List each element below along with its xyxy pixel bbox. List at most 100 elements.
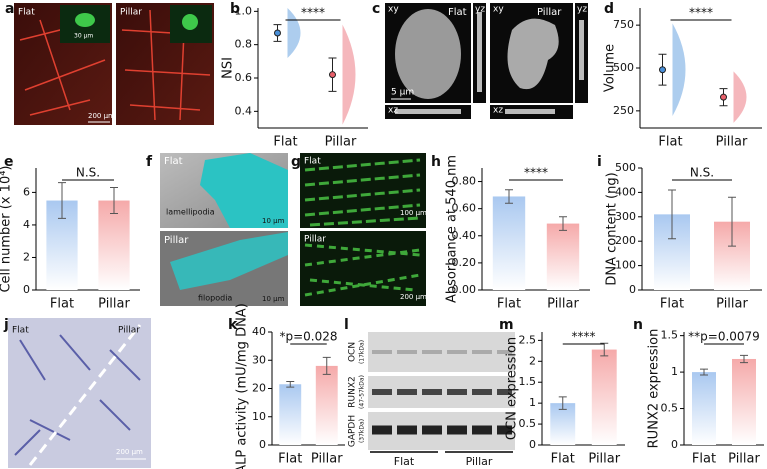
bar: [279, 384, 302, 445]
error-bar: [728, 196, 736, 247]
panel-a: a Flat Pillar 30 µm 200 µm: [5, 1, 214, 125]
y-tick-label: 20: [252, 382, 266, 395]
bar: [492, 196, 526, 290]
x-tick-label: Flat: [658, 135, 682, 150]
panel-label: e: [4, 154, 14, 170]
bar: [591, 349, 617, 445]
significance-label: *p=0.028: [279, 330, 337, 344]
violin: [733, 71, 747, 123]
y-tick-label: 0: [629, 283, 636, 296]
panel-g: g Flat 100 µm Pillar 200 µm: [291, 153, 427, 306]
micrograph: [8, 318, 151, 468]
panel-label: f: [146, 154, 153, 170]
panel-label: d: [604, 1, 614, 17]
error-bar: [740, 354, 748, 364]
nucleus: [579, 20, 584, 80]
nucleus: [395, 9, 461, 99]
panel-c: c xy yz Flat xz 5 µm xy Pillar yz xz: [372, 1, 588, 119]
panel-label: i: [597, 154, 602, 170]
error-bar: [559, 216, 567, 231]
x-tick-label: Pillar: [98, 297, 130, 312]
violin: [672, 23, 686, 116]
error-bar: [58, 182, 66, 219]
y-tick-label: 0.40: [452, 229, 477, 242]
error-bar: [110, 187, 118, 215]
image-label: Flat: [164, 156, 183, 167]
mean-point: [274, 29, 281, 37]
y-tick-label: 0: [671, 438, 678, 451]
y-tick-label: 300: [615, 210, 636, 223]
bar: [732, 358, 756, 445]
x-tick-label: Pillar: [547, 297, 579, 312]
nucleus: [182, 14, 198, 30]
panel-label: b: [230, 1, 240, 17]
panel-label: a: [5, 1, 14, 17]
image-label: xz: [388, 106, 398, 116]
error-bar: [700, 368, 708, 376]
y-tick-label: 0.8: [235, 38, 253, 51]
cell: [200, 153, 288, 228]
y-tick-label: 200: [615, 234, 636, 247]
y-axis-label: Cell number (x 10⁴): [0, 165, 14, 292]
group-label: Pillar: [466, 455, 493, 468]
nucleus: [75, 13, 95, 27]
error-bar: [668, 189, 676, 240]
panel-label: n: [633, 317, 643, 333]
mean-point: [720, 93, 727, 101]
y-tick-label: 6: [23, 185, 30, 198]
y-tick-label: 500: [615, 161, 636, 174]
nucleus: [505, 109, 555, 114]
y-tick-label: 100: [615, 259, 636, 272]
error-bar: [600, 342, 609, 357]
image-label: Pillar: [118, 326, 140, 336]
y-tick-label: 0: [529, 438, 536, 451]
y-tick-label: 1: [529, 396, 536, 409]
panel-l: l OCN (17kDa) RUNX2 (47-57kDa) GAPDH (37…: [344, 317, 515, 468]
scale-label: 200 µm: [88, 112, 115, 120]
error-bar: [558, 396, 567, 410]
panel-j: j Flat Pillar 200 µm: [3, 317, 151, 468]
y-tick-label: 1.0: [235, 4, 253, 17]
y-tick-label: 0.80: [452, 175, 477, 188]
nucleus: [477, 12, 482, 92]
y-tick-label: 1.5: [519, 375, 537, 388]
error-bar: [505, 189, 513, 204]
chart: e 0 2 4 6 Cell number (x 10⁴) Flat Pillar N.S.: [0, 154, 140, 312]
image-label: xz: [493, 106, 503, 116]
y-tick-label: 0.00: [452, 283, 477, 296]
chart: b 0.4 0.6 0.8 1.0 NSI Flat Pillar ****: [221, 1, 368, 150]
y-axis-label: RUNX2 expression: [647, 329, 662, 449]
scale-label: 200 µm: [400, 293, 427, 301]
y-tick-label: 0: [259, 438, 266, 451]
blot-label: OCN: [348, 342, 358, 362]
x-tick-label: Pillar: [728, 452, 760, 467]
stain: [14, 334, 141, 456]
y-tick-label: 0.5: [519, 417, 537, 430]
image-label: Pillar: [120, 8, 142, 18]
image-label: yz: [577, 5, 587, 15]
x-tick-label: Flat: [497, 297, 521, 312]
x-tick-label: Flat: [50, 297, 74, 312]
nucleus: [507, 18, 559, 90]
y-tick-label: 2.5: [519, 333, 537, 346]
significance-label: **p=0.0079: [688, 330, 760, 344]
scale-label: 200 µm: [116, 448, 143, 456]
bar: [315, 365, 338, 445]
significance-label: N.S.: [76, 166, 100, 180]
blot-label: (37kDa): [359, 419, 366, 443]
x-tick-label: Pillar: [716, 297, 748, 312]
x-tick-label: Flat: [551, 452, 575, 467]
image-label: Pillar: [164, 235, 189, 246]
panel-label: g: [291, 154, 301, 170]
y-tick-label: 40: [252, 325, 266, 338]
panel-label: l: [344, 317, 349, 333]
nucleus: [395, 109, 461, 114]
image-label: Flat: [18, 8, 35, 18]
mean-point: [659, 66, 666, 74]
x-tick-label: Pillar: [311, 452, 343, 467]
image-label: filopodia: [198, 294, 232, 303]
y-axis-label: Volume: [603, 44, 618, 92]
significance-label: ****: [572, 330, 596, 344]
bar: [98, 200, 130, 290]
